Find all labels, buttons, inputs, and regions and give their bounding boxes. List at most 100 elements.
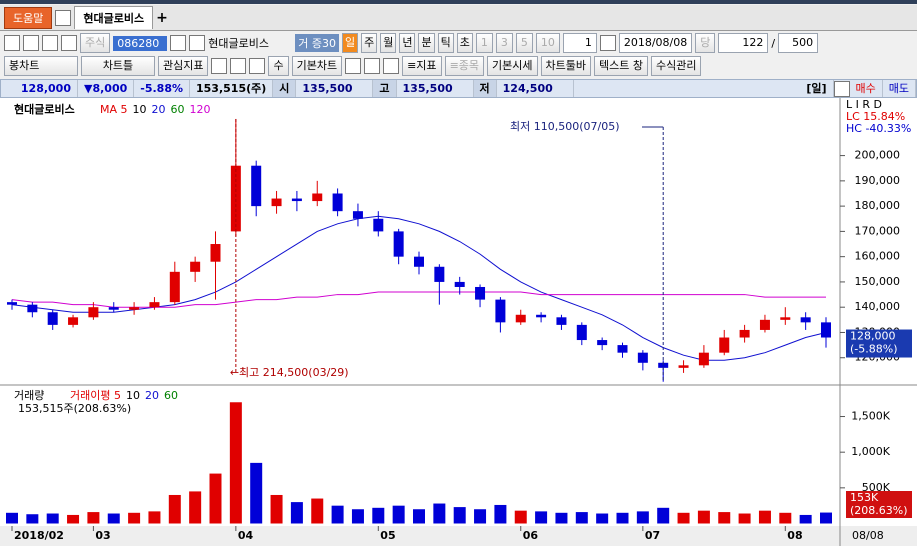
volume-bar xyxy=(677,512,690,524)
chart-subtitle: 153,515주(208.63%) xyxy=(18,402,131,415)
period[interactable]: 일 xyxy=(341,33,359,53)
volume-bar xyxy=(494,504,507,524)
volume-bar xyxy=(657,507,670,524)
legend-entry: 60 xyxy=(164,389,178,402)
volume-bar xyxy=(229,402,242,524)
interval[interactable]: 1 xyxy=(475,33,493,53)
candle-body xyxy=(271,198,282,207)
code-input[interactable]: 086280 xyxy=(113,35,168,51)
button[interactable]: 봉차트 xyxy=(4,55,78,76)
legend-entry: 거래이평 5 xyxy=(70,389,121,402)
icon[interactable] xyxy=(170,35,187,51)
candle-body xyxy=(434,266,445,282)
period[interactable]: 초 xyxy=(456,33,473,53)
period[interactable]: 분 xyxy=(418,33,435,53)
icon[interactable] xyxy=(364,57,381,74)
total-count[interactable]: 500 xyxy=(778,33,819,53)
icon[interactable] xyxy=(4,35,20,51)
button[interactable]: 차트틀 xyxy=(81,55,155,76)
period[interactable]: 년 xyxy=(399,33,416,53)
sell-button[interactable]: 매도 xyxy=(883,80,916,97)
icon[interactable] xyxy=(61,35,77,51)
volume-bar xyxy=(107,513,120,524)
button[interactable]: ≡지표 xyxy=(402,55,442,76)
x-tick-label: 06 xyxy=(523,529,539,542)
market[interactable]: 주식 xyxy=(80,33,111,53)
icon[interactable] xyxy=(383,57,400,74)
period[interactable]: 틱 xyxy=(437,33,454,53)
volume-bar xyxy=(820,512,832,524)
interval[interactable]: 10 xyxy=(535,33,560,53)
candle-body xyxy=(332,193,343,212)
tab-bar: 도움말 현대글로비스 + xyxy=(0,5,917,31)
candle-body xyxy=(47,312,58,325)
volume-bar xyxy=(209,473,222,524)
count-input[interactable]: 1 xyxy=(562,33,597,53)
buy-button[interactable]: 매수 xyxy=(850,80,883,97)
add-tab[interactable]: + xyxy=(156,9,168,26)
icon[interactable] xyxy=(599,35,616,51)
button[interactable]: 수 xyxy=(268,55,289,76)
volume-bar xyxy=(596,513,609,524)
y-tick-label: 150,000 xyxy=(855,275,901,288)
button[interactable]: 수식관리 xyxy=(650,55,702,76)
icon[interactable] xyxy=(833,80,850,97)
candle-body xyxy=(373,218,384,232)
rate: -5.88% xyxy=(134,80,190,97)
icon[interactable] xyxy=(23,35,39,51)
interval[interactable]: 3 xyxy=(495,33,513,53)
volume-bar xyxy=(616,512,629,524)
volume-bar xyxy=(331,505,344,524)
period: [일] xyxy=(800,80,834,97)
icon[interactable] xyxy=(211,57,228,74)
today-button[interactable]: 당 xyxy=(695,33,716,53)
icon[interactable] xyxy=(55,9,72,26)
volume-bar xyxy=(392,505,405,524)
date-label: 08/08 xyxy=(852,529,884,542)
legend: MA 5 10 20 60 120 xyxy=(100,103,211,116)
low: 124,500 xyxy=(497,80,574,97)
icon[interactable] xyxy=(230,57,247,74)
icon[interactable] xyxy=(42,35,58,51)
tab[interactable]: 현대글로비스 xyxy=(74,6,154,29)
badge: 거 증30 xyxy=(295,34,339,52)
y-tick-label: 140,000 xyxy=(855,300,901,313)
button[interactable]: 관심지표 xyxy=(158,55,209,76)
button[interactable]: 텍스트 창 xyxy=(594,55,648,76)
icon[interactable] xyxy=(249,57,266,74)
button[interactable]: 기본차트 xyxy=(291,55,343,76)
candle-body xyxy=(536,314,547,318)
volume-box-label: 153K xyxy=(850,491,879,504)
button[interactable]: ≡종목 xyxy=(444,55,485,76)
label: 저 xyxy=(473,80,497,97)
candle-body xyxy=(617,345,628,353)
high: 135,500 xyxy=(397,80,474,97)
icon[interactable] xyxy=(189,35,206,51)
icon[interactable] xyxy=(345,57,362,74)
volume-bar xyxy=(738,513,751,524)
period[interactable]: 월 xyxy=(380,33,397,53)
y-tick-label: 1,500K xyxy=(851,410,890,423)
button[interactable]: 기본시세 xyxy=(487,55,538,76)
separator: / xyxy=(771,36,776,50)
button[interactable]: 차트툴바 xyxy=(540,55,591,76)
toolbar: 주식 086280 현대글로비스 거 증30 일 주 월 년 분 틱 초 1 3… xyxy=(0,33,917,53)
y-tick-label: 200,000 xyxy=(855,149,901,162)
help-button[interactable]: 도움말 xyxy=(4,6,53,29)
price-box xyxy=(846,329,912,358)
candle-body xyxy=(7,302,17,305)
volume-bar xyxy=(636,511,649,524)
scale-mode: L I R D xyxy=(846,98,882,111)
volume-bar xyxy=(311,498,324,524)
interval[interactable]: 5 xyxy=(515,33,533,53)
view-count[interactable]: 122 xyxy=(718,33,769,53)
chart: 120,000130,000140,000150,000160,000170,0… xyxy=(0,98,917,546)
period[interactable]: 주 xyxy=(361,33,378,53)
info-bar: 128,000 ▼8,000 -5.88% 153,515(주) 시 135,5… xyxy=(0,79,917,98)
volume-bar xyxy=(46,513,59,524)
candle-body xyxy=(68,317,79,325)
date-input[interactable]: 2018/08/08 xyxy=(618,33,693,53)
y-tick-label: 180,000 xyxy=(855,199,901,212)
candle-body xyxy=(698,352,709,366)
